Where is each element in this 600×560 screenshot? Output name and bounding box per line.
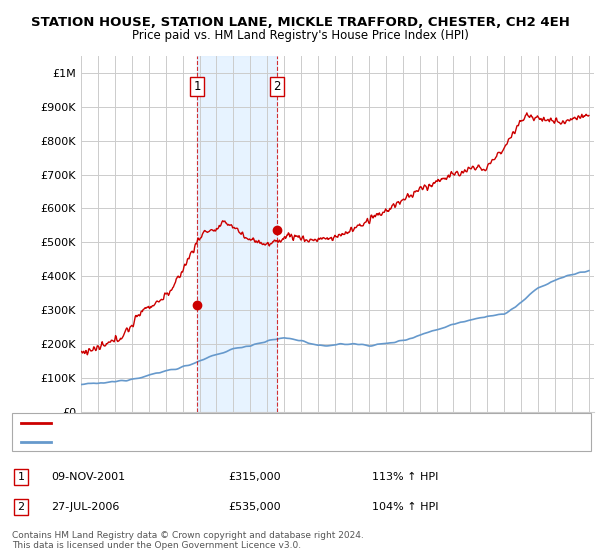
Text: HPI: Average price, detached house, Cheshire West and Chester: HPI: Average price, detached house, Ches…	[57, 437, 371, 447]
Text: 1: 1	[193, 80, 201, 93]
Text: £315,000: £315,000	[228, 472, 281, 482]
Text: 104% ↑ HPI: 104% ↑ HPI	[372, 502, 439, 512]
Text: Contains HM Land Registry data © Crown copyright and database right 2024.
This d: Contains HM Land Registry data © Crown c…	[12, 531, 364, 550]
Text: 27-JUL-2006: 27-JUL-2006	[51, 502, 119, 512]
Text: STATION HOUSE, STATION LANE, MICKLE TRAFFORD, CHESTER, CH2 4EH (detached hous: STATION HOUSE, STATION LANE, MICKLE TRAF…	[57, 418, 490, 428]
Text: 2: 2	[273, 80, 281, 93]
Text: £535,000: £535,000	[228, 502, 281, 512]
Text: 1: 1	[17, 472, 25, 482]
Text: 09-NOV-2001: 09-NOV-2001	[51, 472, 125, 482]
Bar	[197, 56, 277, 412]
Text: Price paid vs. HM Land Registry's House Price Index (HPI): Price paid vs. HM Land Registry's House …	[131, 29, 469, 42]
Text: 2: 2	[17, 502, 25, 512]
Text: 113% ↑ HPI: 113% ↑ HPI	[372, 472, 439, 482]
Text: STATION HOUSE, STATION LANE, MICKLE TRAFFORD, CHESTER, CH2 4EH: STATION HOUSE, STATION LANE, MICKLE TRAF…	[31, 16, 569, 29]
